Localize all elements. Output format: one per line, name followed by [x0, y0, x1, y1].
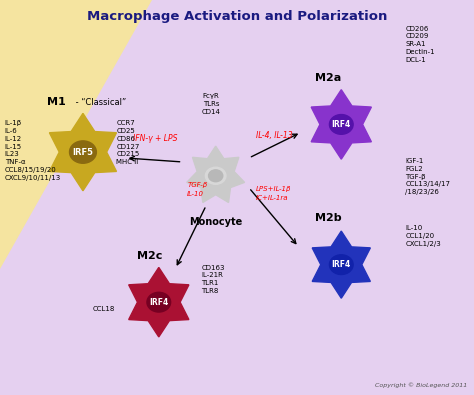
Circle shape: [329, 115, 353, 134]
Text: IRF5: IRF5: [73, 148, 93, 156]
Text: IL-4, IL-13: IL-4, IL-13: [255, 131, 292, 140]
Text: CCR7
CD25
CD86
CD127
CD215
MHC II: CCR7 CD25 CD86 CD127 CD215 MHC II: [116, 120, 139, 165]
Circle shape: [147, 292, 171, 312]
Polygon shape: [0, 0, 474, 395]
Text: CD206
CD209
SR-A1
Dectin-1
DCL-1: CD206 CD209 SR-A1 Dectin-1 DCL-1: [405, 26, 435, 63]
Text: TGF-β: TGF-β: [187, 182, 208, 188]
Text: FcγR
TLRs
CD14: FcγR TLRs CD14: [201, 92, 220, 115]
Text: - “Classical”: - “Classical”: [73, 98, 127, 107]
Polygon shape: [187, 146, 245, 203]
Text: Copyright © BioLegend 2011: Copyright © BioLegend 2011: [374, 382, 467, 388]
Text: Monocyte: Monocyte: [189, 217, 242, 227]
Text: M2a: M2a: [315, 73, 341, 83]
Circle shape: [329, 255, 353, 275]
Text: IL-1β
IL-6
IL-12
IL-15
IL23
TNF-α
CCL8/15/19/20
CXCL9/10/11/13: IL-1β IL-6 IL-12 IL-15 IL23 TNF-α CCL8/1…: [5, 120, 61, 181]
Text: CD163
IL-21R
TLR1
TLR8: CD163 IL-21R TLR1 TLR8: [201, 265, 225, 294]
Circle shape: [70, 141, 96, 163]
Text: M2c: M2c: [137, 251, 163, 261]
Text: CCL18: CCL18: [92, 306, 115, 312]
Text: IFN-γ + LPS: IFN-γ + LPS: [133, 134, 178, 143]
Polygon shape: [312, 231, 370, 298]
Polygon shape: [311, 90, 372, 159]
Text: IL-10: IL-10: [187, 192, 204, 198]
Text: IL-10
CCL1/20
CXCL1/2/3: IL-10 CCL1/20 CXCL1/2/3: [405, 225, 441, 246]
Text: IRF4: IRF4: [332, 120, 351, 129]
Text: IC+IL-1ra: IC+IL-1ra: [256, 196, 289, 201]
Polygon shape: [49, 113, 117, 191]
Text: IGF-1
FGL2
TGF-β
CCL13/14/17
/18/23/26: IGF-1 FGL2 TGF-β CCL13/14/17 /18/23/26: [405, 158, 450, 195]
Text: LPS+IL-1β: LPS+IL-1β: [256, 186, 292, 192]
Text: Macrophage Activation and Polarization: Macrophage Activation and Polarization: [87, 10, 387, 23]
Text: M2b: M2b: [315, 213, 342, 223]
Text: IRF4: IRF4: [332, 260, 351, 269]
Circle shape: [209, 170, 223, 182]
Polygon shape: [128, 267, 189, 337]
Circle shape: [205, 167, 226, 184]
Text: IRF4: IRF4: [149, 298, 168, 307]
Text: M1: M1: [47, 97, 66, 107]
